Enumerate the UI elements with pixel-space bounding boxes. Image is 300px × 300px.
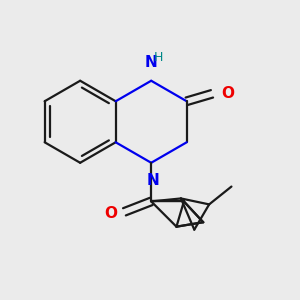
Text: N: N — [145, 55, 158, 70]
Text: N: N — [146, 172, 159, 188]
Text: O: O — [221, 86, 234, 101]
Text: H: H — [154, 51, 164, 64]
Text: O: O — [104, 206, 117, 221]
